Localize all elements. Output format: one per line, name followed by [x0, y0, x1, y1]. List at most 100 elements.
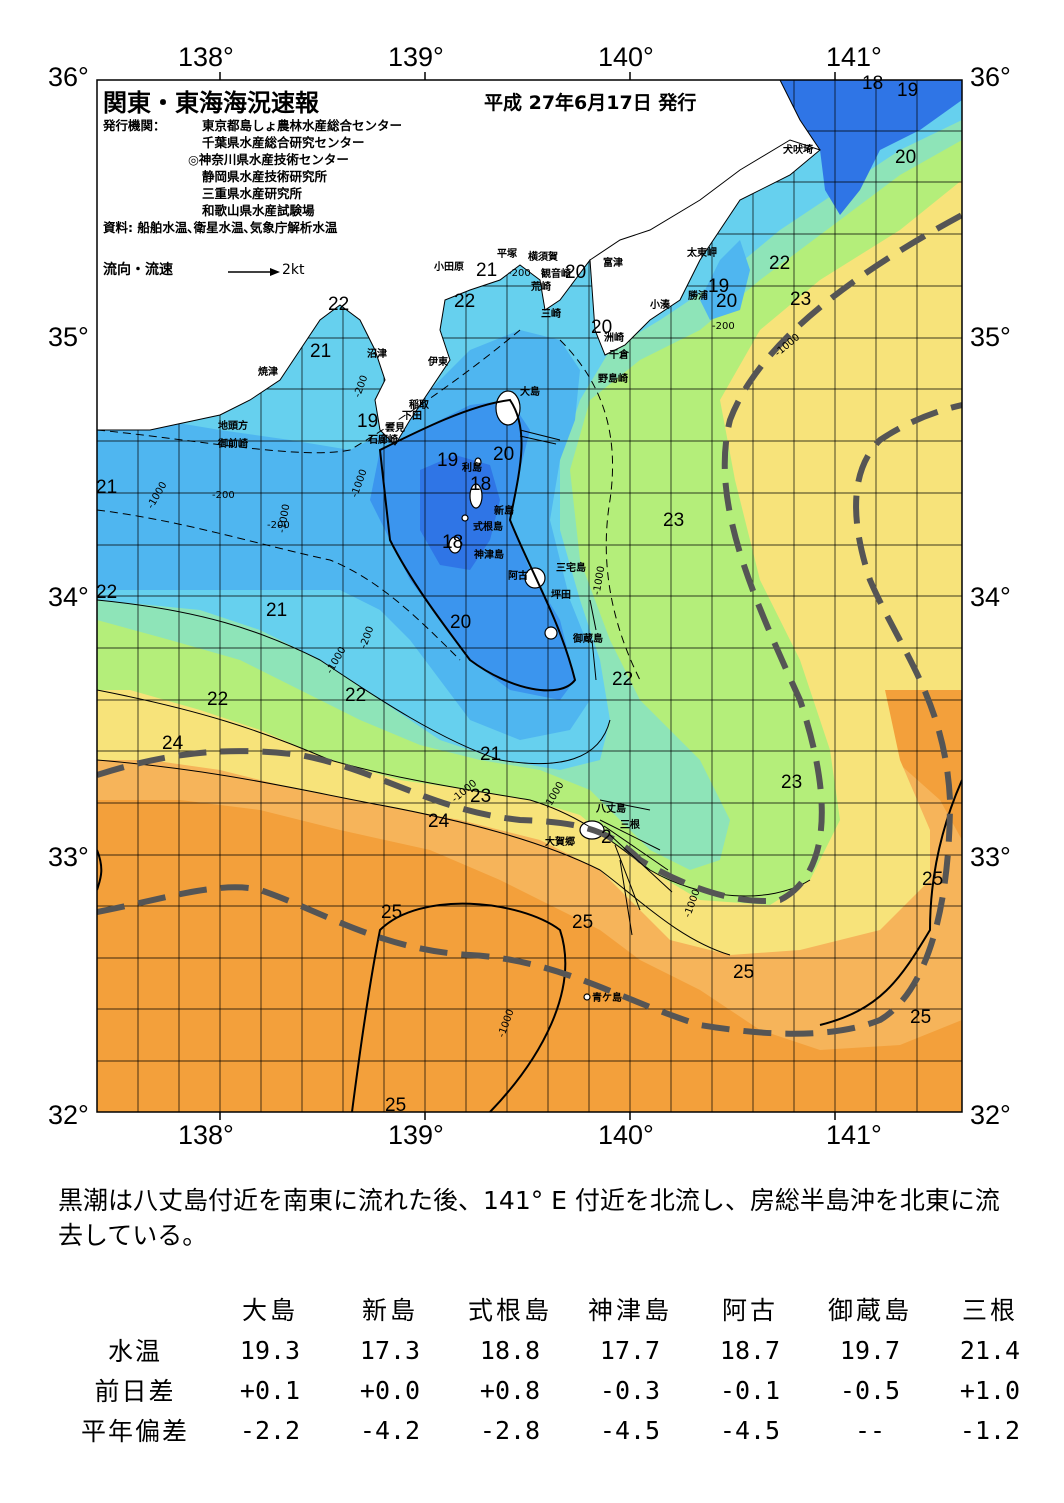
place-label: 荒崎 [531, 282, 551, 293]
place-label: 御蔵島 [573, 634, 603, 645]
kozushima-island [448, 536, 462, 554]
place-label: 三宅島 [556, 563, 586, 574]
table-cell: 19.7 [839, 1335, 901, 1365]
place-label: 洲崎 [604, 333, 624, 344]
place-label: 大賀郷 [545, 837, 575, 848]
isotherm-label: 19 [897, 80, 919, 101]
issuer-2: 千葉県水産総合研究センター [202, 135, 365, 150]
table-cell: -0.5 [839, 1375, 901, 1405]
place-label: 青ケ島 [592, 993, 622, 1004]
oshima-island [495, 390, 521, 426]
station-header: 新島 [361, 1296, 418, 1325]
table-cell: 17.3 [359, 1335, 421, 1365]
isotherm-label: 20 [895, 147, 917, 168]
place-label: 小田原 [434, 262, 464, 273]
issuer-label: 発行機関： [103, 118, 166, 133]
place-label: 千倉 [609, 350, 629, 361]
isotherm-label: 18 [470, 474, 492, 495]
row-label: 前日差 [94, 1377, 176, 1406]
isotherm-label: 22 [96, 582, 118, 603]
isotherm-label: 22 [328, 294, 350, 315]
table-cell: -2.2 [239, 1415, 301, 1445]
station-header: 三根 [961, 1296, 1018, 1325]
issuer-1: 東京都島しょ農林水産総合センター [202, 118, 403, 133]
isotherm-label: 21 [266, 600, 288, 621]
table-header-row: 大島 新島 式根島 神津島 阿古 御蔵島 三根 [60, 1288, 1050, 1330]
station-header: 御蔵島 [827, 1296, 912, 1325]
isotherm-label: 18 [862, 73, 884, 94]
map-title: 関東・東海海況速報 [103, 89, 319, 117]
place-label: 雲見 [385, 423, 405, 434]
isotherm-label: 21 [310, 341, 332, 362]
isotherm-lines-dashed [97, 329, 641, 681]
station-header: 大島 [241, 1296, 298, 1325]
table-cell: -1.2 [959, 1415, 1021, 1445]
lat-label-32-right: 32° [970, 1100, 1011, 1130]
isotherm-label: 19 [357, 411, 379, 432]
current-arrows [519, 429, 673, 936]
isotherm-label: 21 [480, 744, 502, 765]
sst-20-zone-ne [700, 240, 750, 320]
isotherm-label: 20 [591, 317, 613, 338]
table-cell: 18.8 [479, 1335, 541, 1365]
isotherm-label: 22 [769, 253, 791, 274]
place-label: 三根 [620, 820, 640, 831]
depth-label: -200 [212, 490, 235, 501]
place-label: 勝浦 [688, 291, 708, 302]
isotherm-label: 2 [601, 827, 612, 848]
current-legend-speed: 2kt [282, 262, 305, 278]
sst-18-zone [420, 455, 500, 570]
issuer-6: 和歌山県水産試験場 [202, 203, 315, 218]
lat-label-33-left: 33° [48, 842, 89, 872]
depth-label: -200 [712, 321, 735, 332]
map-frame [96, 79, 963, 1113]
lon-label-139-top: 139° [388, 42, 444, 72]
place-label: 阿古 [508, 571, 528, 582]
place-label: 八丈島 [596, 804, 626, 815]
table-cell: +0.8 [479, 1375, 541, 1405]
place-label: 地頭方 [218, 421, 248, 432]
table-cell: -2.8 [479, 1415, 541, 1445]
table-row: 水温 19.3 17.3 18.8 17.7 18.7 19.7 21.4 [60, 1330, 1050, 1370]
isotherm-label: 22 [454, 291, 476, 312]
lat-label-33-right: 33° [970, 842, 1011, 872]
place-label: 利島 [462, 463, 482, 474]
table-cell: -4.2 [359, 1415, 421, 1445]
isotherm-label: 22 [345, 685, 367, 706]
station-header: 神津島 [587, 1296, 672, 1325]
place-label: 小湊 [650, 300, 670, 311]
table-cell: 18.7 [719, 1335, 781, 1365]
table-cell: -- [854, 1415, 886, 1445]
lat-label-35-left: 35° [48, 322, 89, 352]
issuer-4: 静岡県水産技術研究所 [202, 169, 328, 184]
lon-label-140-top: 140° [598, 42, 654, 72]
isotherm-lines [97, 398, 962, 1112]
mikurajima-island [544, 626, 558, 640]
place-label: 下田 [402, 411, 422, 422]
lat-label-32-left: 32° [48, 1100, 89, 1130]
table-cell: 17.7 [599, 1335, 661, 1365]
lat-label-35-right: 35° [970, 322, 1011, 352]
depth-label: -200 [267, 520, 290, 531]
current-legend-label: 流向・流速 [103, 262, 173, 278]
table-cell: +1.0 [959, 1375, 1021, 1405]
lat-label-34-right: 34° [970, 582, 1011, 612]
place-label: 野島崎 [598, 374, 628, 385]
table-cell: -0.3 [599, 1375, 661, 1405]
row-label: 水温 [107, 1337, 162, 1366]
place-label: 横須賀 [528, 252, 558, 263]
place-label: 沼津 [367, 349, 387, 360]
isotherm-label: 22 [612, 669, 634, 690]
table-cell: 21.4 [959, 1335, 1021, 1365]
place-label: 神津島 [474, 550, 504, 561]
place-label: 御前崎 [218, 439, 248, 450]
station-header: 阿古 [721, 1296, 778, 1325]
isotherm-label: 20 [493, 444, 515, 465]
shikinejima-island [461, 514, 469, 522]
isotherm-label: 25 [572, 912, 594, 933]
place-label: 稲取 [409, 400, 429, 411]
isotherm-label: 23 [663, 510, 685, 531]
lon-label-140-bottom: 140° [598, 1120, 654, 1150]
station-header: 式根島 [467, 1296, 552, 1325]
